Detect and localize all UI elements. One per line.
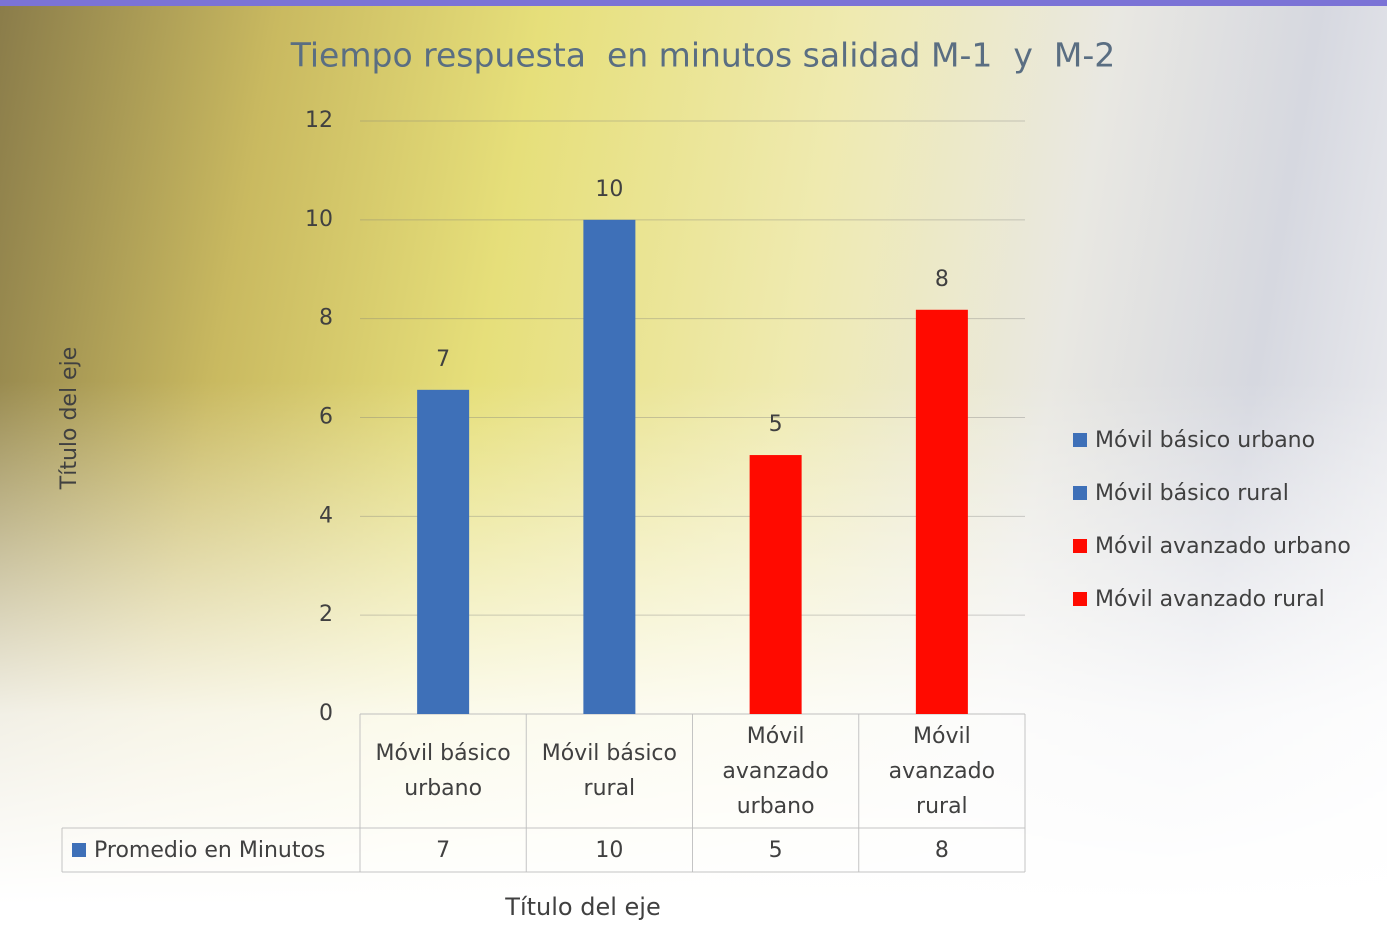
bar xyxy=(915,309,968,714)
legend-label: Móvil básico urbano xyxy=(1095,427,1316,453)
table-value: 10 xyxy=(595,837,624,863)
y-tick-label: 12 xyxy=(305,108,333,133)
legend-entry: Móvil básico rural xyxy=(1073,478,1289,508)
y-tick-label: 8 xyxy=(319,306,333,331)
table-value: 7 xyxy=(436,837,451,863)
legend-swatch xyxy=(1073,592,1087,606)
legend-swatch xyxy=(1073,433,1087,447)
legend-entry: Móvil avanzado urbano xyxy=(1073,531,1351,561)
legend-swatch xyxy=(1073,539,1087,553)
y-tick-label: 6 xyxy=(319,405,333,430)
y-tick-label: 4 xyxy=(319,503,333,528)
data-label: 8 xyxy=(935,267,949,292)
legend-label: Móvil avanzado urbano xyxy=(1095,533,1351,559)
table-value: 5 xyxy=(768,837,783,863)
category-label: Móvil avanzado rural xyxy=(888,723,996,819)
legend-swatch xyxy=(1073,486,1087,500)
legend-label: Móvil avanzado rural xyxy=(1095,586,1325,612)
x-axis-label: Título del eje xyxy=(504,893,660,921)
bar xyxy=(417,389,470,714)
data-label: 7 xyxy=(436,347,450,372)
chart-title: Tiempo respuesta en minutos salidad M-1 … xyxy=(290,36,1115,75)
table-value: 8 xyxy=(934,837,949,863)
y-axis-label: Título del eje xyxy=(57,347,82,490)
legend-entry: Móvil básico urbano xyxy=(1073,425,1315,455)
y-tick-label: 0 xyxy=(319,701,333,726)
category-label: Móvil avanzado urbano xyxy=(722,723,829,819)
bar xyxy=(749,455,802,714)
data-label: 10 xyxy=(595,177,623,202)
series-swatch xyxy=(72,843,86,857)
table-series: Promedio en Minutos xyxy=(72,828,325,872)
y-tick-label: 10 xyxy=(305,207,333,232)
bar xyxy=(583,219,636,715)
data-label: 5 xyxy=(769,412,783,437)
y-tick-label: 2 xyxy=(319,602,333,627)
category-label: Móvil básico rural xyxy=(541,741,677,801)
series-name: Promedio en Minutos xyxy=(94,837,326,863)
category-label: Móvil básico urbano xyxy=(375,741,511,801)
top-border xyxy=(0,0,1387,6)
legend-label: Móvil básico rural xyxy=(1095,480,1289,506)
legend-entry: Móvil avanzado rural xyxy=(1073,584,1325,614)
